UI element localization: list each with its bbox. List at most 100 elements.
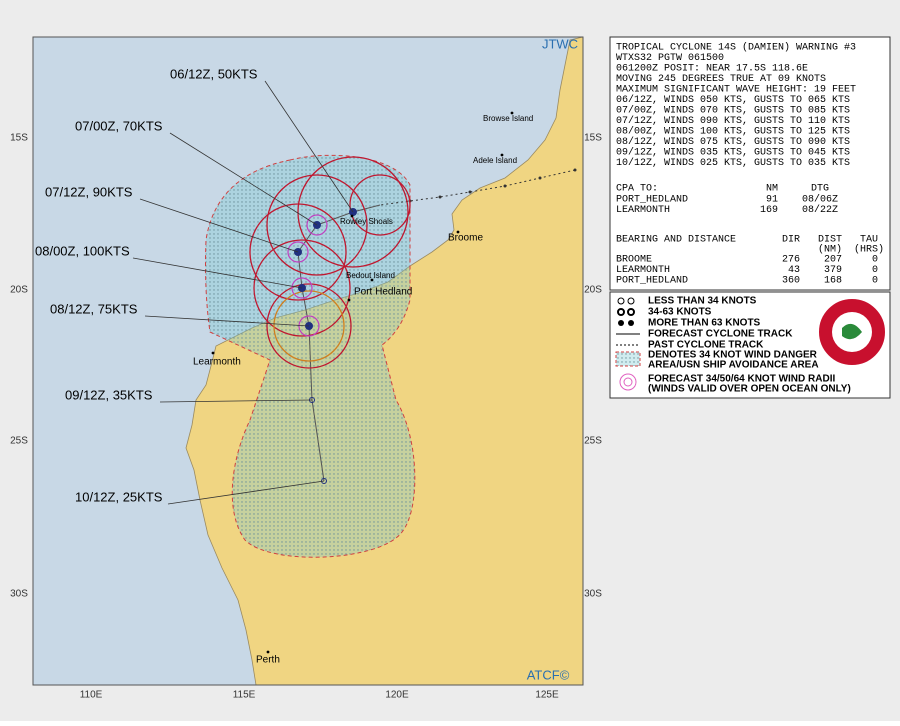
cpa-nm: 91 — [766, 195, 778, 206]
wind-radius-34 — [249, 203, 347, 301]
cpa-dtg: 08/06Z — [802, 194, 838, 206]
lon-label: 115E — [233, 690, 256, 701]
forecast-label: 08/00Z, 100KTS — [35, 243, 130, 258]
warning-line: 09/12Z, WINDS 035 KTS, GUSTS TO 045 KTS — [616, 147, 850, 159]
leader-line — [159, 399, 313, 403]
cpa-name: PORT_HEDLAND — [616, 195, 688, 206]
forecast-label: 07/00Z, 70KTS — [75, 118, 163, 133]
warning-line: 07/00Z, WINDS 070 KTS, GUSTS TO 085 KTS — [616, 105, 850, 117]
wind-radius-34 — [273, 290, 345, 362]
place-label: Broome — [448, 233, 483, 244]
bearing-unit: (NM) — [818, 244, 842, 256]
warning-line: 06/12Z, WINDS 050 KTS, GUSTS TO 065 KTS — [616, 94, 850, 106]
warning-line: MAXIMUM SIGNIFICANT WAVE HEIGHT: 19 FEET — [616, 85, 856, 96]
place-marker — [211, 351, 215, 355]
warning-line: MOVING 245 DEGREES TRUE AT 09 KNOTS — [616, 74, 826, 85]
footer-logo: ATCF© — [527, 667, 570, 682]
lat-label: 25S — [584, 436, 602, 447]
wind-radius-34 — [266, 174, 368, 276]
place-label: Port Hedland — [354, 287, 412, 298]
bearing-value: 276 — [782, 255, 800, 266]
cpa-name: LEARMONTH — [616, 205, 670, 216]
bearing-unit: (HRS) — [854, 244, 884, 256]
place-label: Browse Island — [483, 114, 533, 123]
wind-radius-34 — [297, 156, 409, 268]
warning-panel — [609, 36, 891, 291]
wind-radius-64 — [306, 214, 328, 236]
legend-item: 34-63 KNOTS — [648, 307, 712, 318]
bearing-title: BEARING AND DISTANCE — [616, 235, 736, 246]
logo: JTWC — [542, 36, 578, 51]
lat-label: 20S — [10, 285, 28, 296]
legend-item: FORECAST 34/50/64 KNOT WIND RADII — [648, 374, 835, 385]
lat-label: 20S — [584, 285, 602, 296]
lat-label: 30S — [10, 589, 28, 600]
bearing-value: 168 — [824, 276, 842, 287]
lat-label: 15S — [584, 133, 602, 144]
bearing-value: 207 — [824, 255, 842, 266]
bearing-name: PORT_HEDLAND — [616, 276, 688, 287]
cpa-nm: 169 — [760, 205, 778, 216]
logo-seal — [817, 297, 887, 367]
legend-item: PAST CYCLONE TRACK — [648, 340, 764, 351]
place-label: Bedout Island — [346, 271, 395, 280]
warning-line: TROPICAL CYCLONE 14S (DAMIEN) WARNING #3 — [616, 42, 856, 54]
place-marker — [347, 298, 351, 302]
wind-radius-34 — [266, 283, 352, 369]
warning-line: 07/12Z, WINDS 090 KTS, GUSTS TO 110 KTS — [616, 115, 850, 127]
forecast-label: 06/12Z, 50KTS — [170, 66, 258, 81]
leader-line — [132, 257, 303, 289]
legend-icons — [615, 297, 641, 391]
lat-label: 25S — [10, 436, 28, 447]
legend-item: DENOTES 34 KNOT WIND DANGER — [648, 350, 818, 361]
place-label: Adele Island — [473, 156, 517, 165]
place-marker — [456, 230, 460, 234]
wind-radius-34 — [253, 239, 351, 337]
past-position — [438, 195, 442, 199]
bearing-name: LEARMONTH — [616, 265, 670, 276]
forecast-label: 08/12Z, 75KTS — [50, 301, 138, 316]
bearing-header: DIR — [782, 235, 800, 246]
place-marker — [350, 214, 354, 218]
place-label: Rowley Shoals — [340, 217, 393, 226]
warning-line: 061200Z POSIT: NEAR 17.5S 118.6E — [616, 64, 808, 75]
bearing-header: TAU — [860, 235, 878, 246]
bearing-value: 379 — [824, 265, 842, 276]
forecast-label: 09/12Z, 35KTS — [65, 387, 153, 402]
leader-line — [139, 198, 299, 253]
place-marker — [370, 278, 374, 282]
past-position — [503, 184, 507, 188]
wind-radius-64 — [298, 315, 320, 337]
wind-radius-34 — [349, 174, 411, 236]
cpa-header: NM — [766, 184, 778, 195]
legend-item: AREA/USN SHIP AVOIDANCE AREA — [648, 360, 819, 371]
place-marker — [266, 650, 270, 654]
lon-label: 125E — [535, 690, 559, 701]
legend-item: LESS THAN 34 KNOTS — [648, 296, 757, 307]
bearing-value: 0 — [872, 276, 878, 287]
forecast-label: 10/12Z, 25KTS — [75, 489, 163, 504]
leader-line — [169, 132, 318, 226]
place-label: Learmonth — [193, 357, 241, 368]
forecast-track — [297, 204, 381, 482]
bearing-value: 0 — [872, 265, 878, 276]
leader-line — [144, 315, 310, 327]
cpa-header: DTG — [811, 184, 829, 195]
wind-radius-64 — [291, 277, 313, 299]
wind-radius-64 — [287, 241, 309, 263]
forecast-label: 07/12Z, 90KTS — [45, 184, 133, 199]
bearing-value: 360 — [782, 276, 800, 287]
legend-item: MORE THAN 63 KNOTS — [648, 318, 761, 329]
cpa-title: CPA TO: — [616, 184, 658, 195]
warning-line: 10/12Z, WINDS 025 KTS, GUSTS TO 035 KTS — [616, 157, 850, 169]
past-position — [468, 190, 472, 194]
map-frame — [32, 36, 584, 686]
place-label: Perth — [256, 655, 280, 666]
legend-item: FORECAST CYCLONE TRACK — [648, 329, 793, 340]
bearing-name: BROOME — [616, 255, 652, 266]
legend-item: (WINDS VALID OVER OPEN OCEAN ONLY) — [648, 384, 851, 395]
warning-line: 08/12Z, WINDS 075 KTS, GUSTS TO 090 KTS — [616, 136, 850, 148]
leader-line — [264, 80, 354, 213]
